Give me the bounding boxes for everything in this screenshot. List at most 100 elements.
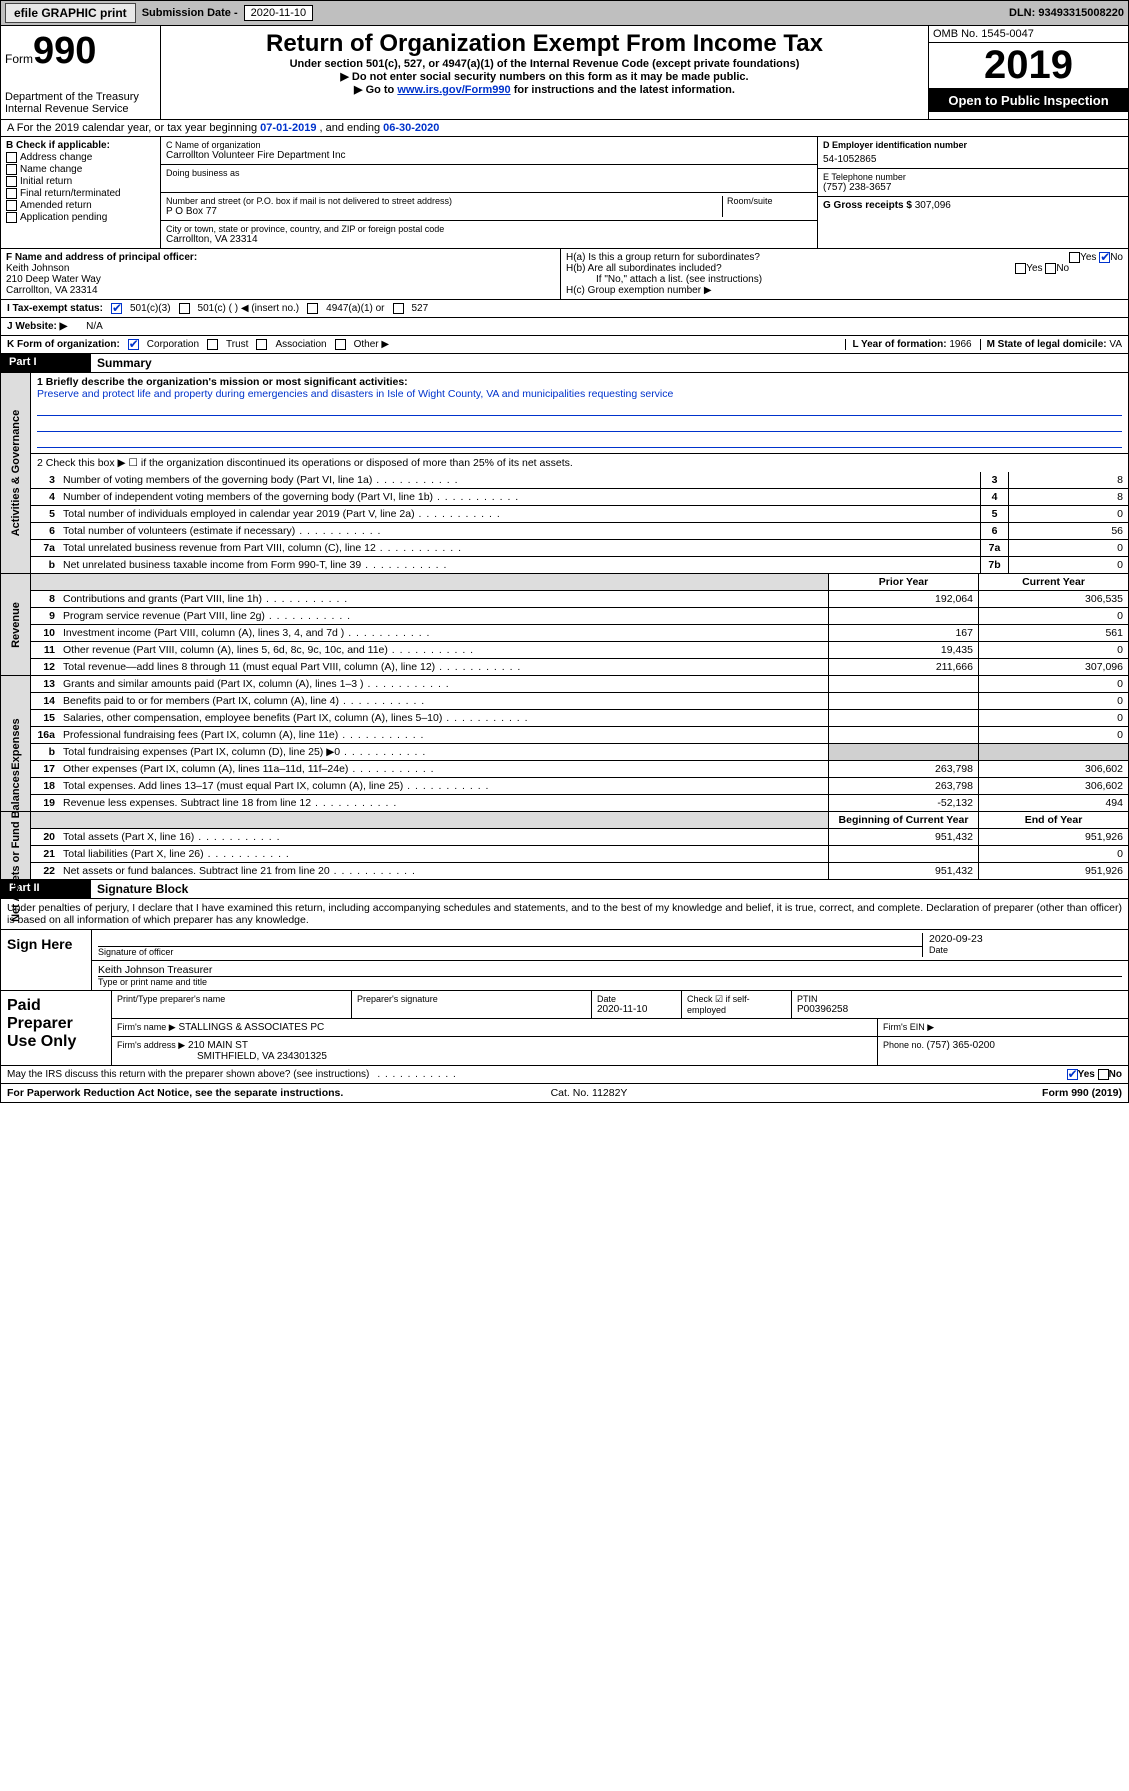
header-right: OMB No. 1545-0047 2019 Open to Public In… bbox=[928, 26, 1128, 119]
exp-lines-14: 14Benefits paid to or for members (Part … bbox=[31, 693, 1128, 710]
subtitle-3: ▶ Go to www.irs.gov/Form990 for instruct… bbox=[167, 83, 922, 96]
exp-lines-18: 18Total expenses. Add lines 13–17 (must … bbox=[31, 778, 1128, 795]
row-j-website: J Website: ▶ N/A bbox=[0, 318, 1129, 336]
ha-yes[interactable] bbox=[1069, 252, 1080, 263]
part1-header: Part I Summary bbox=[0, 354, 1129, 373]
submission-date: 2020-11-10 bbox=[244, 5, 313, 21]
hb-yes[interactable] bbox=[1015, 263, 1026, 274]
part1-title: Summary bbox=[91, 354, 158, 372]
gross-receipts: 307,096 bbox=[915, 200, 951, 211]
footer-mid: Cat. No. 11282Y bbox=[551, 1087, 628, 1099]
f-officer: F Name and address of principal officer:… bbox=[1, 249, 561, 299]
exp-lines-b: bTotal fundraising expenses (Part IX, co… bbox=[31, 744, 1128, 761]
room-label: Room/suite bbox=[727, 196, 812, 206]
chk-trust[interactable] bbox=[207, 339, 218, 350]
discuss-yes[interactable] bbox=[1067, 1069, 1078, 1080]
h-group: H(a) Is this a group return for subordin… bbox=[561, 249, 1128, 299]
header-left: Form990 Department of the Treasury Inter… bbox=[1, 26, 161, 119]
sig-declaration: Under penalties of perjury, I declare th… bbox=[1, 899, 1128, 929]
chk-app-pending[interactable] bbox=[6, 212, 17, 223]
na-lines-21: 21Total liabilities (Part X, line 26)0 bbox=[31, 846, 1128, 863]
chk-name-change[interactable] bbox=[6, 164, 17, 175]
exp-lines-15: 15Salaries, other compensation, employee… bbox=[31, 710, 1128, 727]
part1-na: Net Assets or Fund Balances Beginning of… bbox=[0, 812, 1129, 880]
form-title: Return of Organization Exempt From Incom… bbox=[167, 30, 922, 58]
rev-lines-8: 8Contributions and grants (Part VIII, li… bbox=[31, 591, 1128, 608]
exp-lines-13: 13Grants and similar amounts paid (Part … bbox=[31, 676, 1128, 693]
part1-rev: Revenue Prior YearCurrent Year 8Contribu… bbox=[0, 574, 1129, 676]
part2-title: Signature Block bbox=[91, 880, 194, 898]
e-phone-label: E Telephone number bbox=[823, 172, 1123, 182]
discuss-row: May the IRS discuss this return with the… bbox=[1, 1065, 1128, 1083]
rev-lines-9: 9Program service revenue (Part VIII, lin… bbox=[31, 608, 1128, 625]
hb-no[interactable] bbox=[1045, 263, 1056, 274]
footer-right: Form 990 (2019) bbox=[1042, 1087, 1122, 1099]
sign-here-label: Sign Here bbox=[1, 930, 91, 990]
col-eoy: End of Year bbox=[978, 812, 1128, 828]
chk-final-return[interactable] bbox=[6, 188, 17, 199]
signature-block: Under penalties of perjury, I declare th… bbox=[0, 899, 1129, 1084]
part2-header: Part II Signature Block bbox=[0, 880, 1129, 899]
na-lines-20: 20Total assets (Part X, line 16)951,4329… bbox=[31, 829, 1128, 846]
street-address: P O Box 77 bbox=[166, 206, 722, 217]
col-bcy: Beginning of Current Year bbox=[828, 812, 978, 828]
form-header: Form990 Department of the Treasury Inter… bbox=[0, 26, 1129, 120]
chk-corp[interactable] bbox=[128, 339, 139, 350]
subdate-label: Submission Date - bbox=[142, 7, 238, 19]
row-i-tax-status: I Tax-exempt status: 501(c)(3) 501(c) ( … bbox=[0, 300, 1129, 318]
chk-address-change[interactable] bbox=[6, 152, 17, 163]
ein-value: 54-1052865 bbox=[823, 154, 1123, 165]
na-lines-22: 22Net assets or fund balances. Subtract … bbox=[31, 863, 1128, 879]
chk-527[interactable] bbox=[393, 303, 404, 314]
ag-line-b: bNet unrelated business taxable income f… bbox=[31, 557, 1128, 573]
irs-link[interactable]: www.irs.gov/Form990 bbox=[397, 84, 510, 96]
exp-lines-19: 19Revenue less expenses. Subtract line 1… bbox=[31, 795, 1128, 811]
ag-line-6: 6Total number of volunteers (estimate if… bbox=[31, 523, 1128, 540]
org-name: Carrollton Volunteer Fire Department Inc bbox=[166, 150, 812, 161]
c-name-label: C Name of organization bbox=[166, 140, 812, 150]
chk-assoc[interactable] bbox=[256, 339, 267, 350]
ag-line-7a: 7aTotal unrelated business revenue from … bbox=[31, 540, 1128, 557]
section-bcdefg: B Check if applicable: Address change Na… bbox=[0, 137, 1129, 249]
chk-501c3[interactable] bbox=[111, 303, 122, 314]
subtitle-2: ▶ Do not enter social security numbers o… bbox=[167, 70, 922, 83]
row-fh: F Name and address of principal officer:… bbox=[0, 249, 1129, 300]
dept-treasury: Department of the Treasury bbox=[5, 91, 156, 103]
exp-lines-17: 17Other expenses (Part IX, column (A), l… bbox=[31, 761, 1128, 778]
city-label: City or town, state or province, country… bbox=[166, 224, 812, 234]
footer-left: For Paperwork Reduction Act Notice, see … bbox=[7, 1087, 343, 1099]
chk-initial-return[interactable] bbox=[6, 176, 17, 187]
rev-lines-10: 10Investment income (Part VIII, column (… bbox=[31, 625, 1128, 642]
vside-na: Net Assets or Fund Balances bbox=[1, 812, 31, 879]
chk-501c[interactable] bbox=[179, 303, 190, 314]
page-footer: For Paperwork Reduction Act Notice, see … bbox=[0, 1084, 1129, 1103]
chk-4947[interactable] bbox=[307, 303, 318, 314]
phone-value: (757) 238-3657 bbox=[823, 182, 1123, 193]
ha-no[interactable] bbox=[1099, 252, 1110, 263]
dba-label: Doing business as bbox=[166, 168, 812, 178]
line1-mission: 1 Briefly describe the organization's mi… bbox=[31, 373, 1128, 453]
discuss-no[interactable] bbox=[1098, 1069, 1109, 1080]
top-toolbar: efile GRAPHIC print Submission Date - 20… bbox=[0, 0, 1129, 26]
chk-amended[interactable] bbox=[6, 200, 17, 211]
col-prior: Prior Year bbox=[828, 574, 978, 590]
form-word: Form bbox=[5, 52, 33, 66]
chk-other[interactable] bbox=[335, 339, 346, 350]
b-label: B Check if applicable: bbox=[6, 140, 155, 151]
irs-label: Internal Revenue Service bbox=[5, 103, 156, 115]
paid-preparer: Paid Preparer Use Only Print/Type prepar… bbox=[1, 990, 1128, 1065]
tax-year: 2019 bbox=[929, 43, 1128, 89]
paid-label: Paid Preparer Use Only bbox=[1, 991, 111, 1065]
col-current: Current Year bbox=[978, 574, 1128, 590]
ag-line-4: 4Number of independent voting members of… bbox=[31, 489, 1128, 506]
rev-lines-11: 11Other revenue (Part VIII, column (A), … bbox=[31, 642, 1128, 659]
row-klm: K Form of organization: Corporation Trus… bbox=[0, 336, 1129, 354]
dln-value: DLN: 93493315008220 bbox=[1009, 7, 1124, 19]
line2-checkbox: 2 Check this box ▶ ☐ if the organization… bbox=[31, 453, 1128, 472]
vside-ag: Activities & Governance bbox=[1, 373, 31, 573]
addr-label: Number and street (or P.O. box if mail i… bbox=[166, 196, 722, 206]
efile-button[interactable]: efile GRAPHIC print bbox=[5, 3, 136, 23]
column-b: B Check if applicable: Address change Na… bbox=[1, 137, 161, 248]
part1-ag: Activities & Governance 1 Briefly descri… bbox=[0, 373, 1129, 574]
city-state-zip: Carrollton, VA 23314 bbox=[166, 234, 812, 245]
